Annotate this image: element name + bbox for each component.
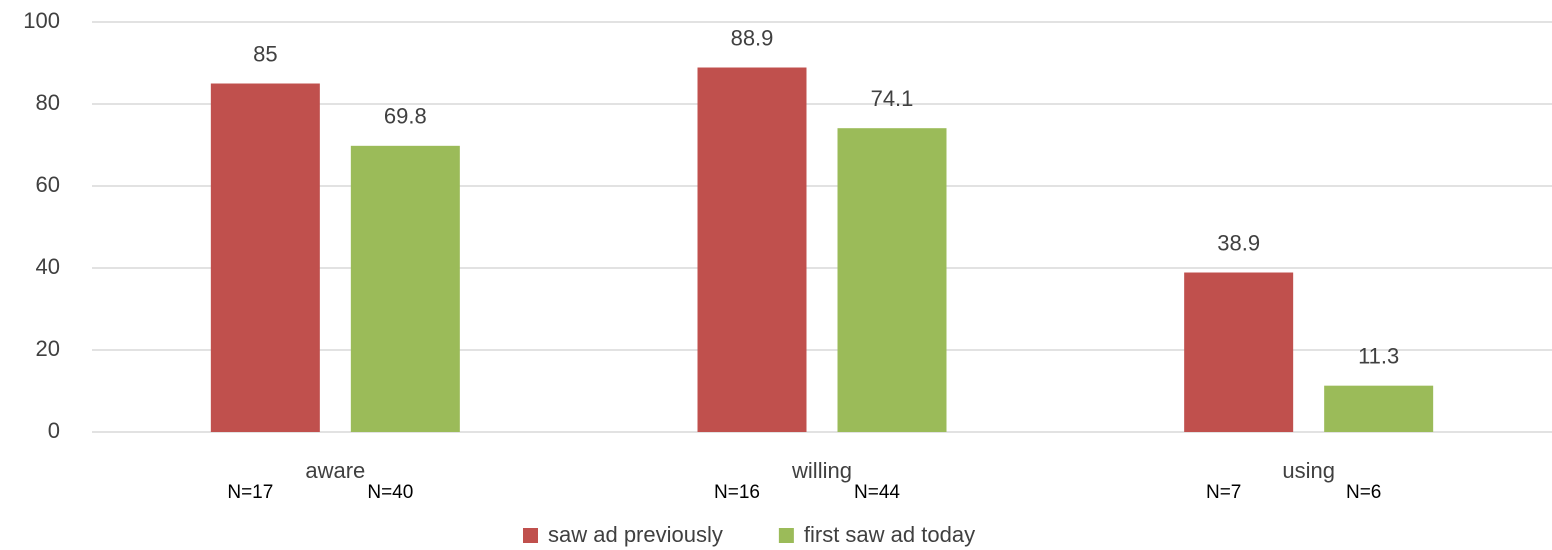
bar (350, 145, 460, 432)
sample-label: N=17 (227, 482, 273, 503)
y-tick-label: 40 (36, 254, 60, 279)
sample-label: N=40 (367, 482, 413, 503)
bar (697, 67, 807, 432)
sample-label: N=44 (854, 482, 900, 503)
bar (1324, 385, 1434, 432)
y-tick-label: 100 (23, 8, 60, 33)
bar (837, 128, 947, 432)
y-tick-label: 20 (36, 336, 60, 361)
sample-label: N=6 (1346, 482, 1381, 503)
sample-label: N=7 (1206, 482, 1241, 503)
legend-label: first saw ad today (804, 522, 975, 547)
value-label: 88.9 (731, 25, 774, 50)
x-tick-label: willing (791, 458, 852, 483)
bar (210, 83, 320, 432)
value-label: 85 (253, 41, 277, 66)
y-tick-label: 60 (36, 172, 60, 197)
legend-label: saw ad previously (548, 522, 723, 547)
sample-label: N=16 (714, 482, 760, 503)
legend-swatch (523, 528, 538, 543)
value-label: 11.3 (1358, 343, 1399, 368)
y-tick-label: 80 (36, 90, 60, 115)
legend-swatch (778, 528, 794, 543)
value-label: 38.9 (1217, 230, 1260, 255)
x-tick-label: aware (305, 458, 365, 483)
bar (1184, 272, 1294, 432)
y-tick-label: 0 (48, 418, 60, 443)
value-label: 74.1 (871, 86, 914, 111)
x-tick-label: using (1282, 458, 1335, 483)
value-label: 69.8 (384, 104, 427, 129)
